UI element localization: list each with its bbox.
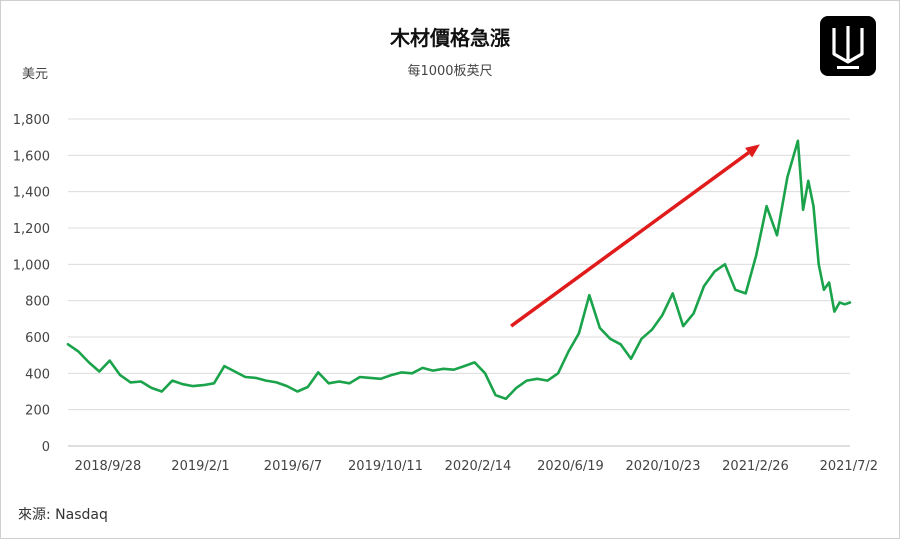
x-tick-label: 2020/6/19 bbox=[537, 459, 604, 474]
chart-subtitle: 每1000板英尺 bbox=[407, 64, 493, 79]
y-tick-label: 1,600 bbox=[13, 149, 50, 164]
y-tick-label: 1,200 bbox=[13, 222, 50, 237]
y-tick-label: 800 bbox=[25, 295, 50, 310]
y-tick-label: 0 bbox=[42, 440, 50, 455]
x-tick-label: 2021/2/26 bbox=[722, 459, 789, 474]
x-axis: 2018/9/28 2019/2/1 2019/6/7 2019/10/11 2020/… bbox=[75, 459, 878, 474]
source-note: 來源: Nasdaq bbox=[18, 507, 108, 523]
series-line bbox=[66, 139, 852, 401]
y-axis: 0 200 400 600 800 1,000 1,200 1,400 1,600 1,800 bbox=[13, 113, 50, 455]
x-tick-label: 2019/10/11 bbox=[348, 459, 423, 474]
annotations bbox=[510, 144, 760, 328]
y-tick-label: 600 bbox=[25, 331, 50, 346]
x-tick-label: 2019/2/1 bbox=[171, 459, 229, 474]
y-tick-label: 1,400 bbox=[13, 186, 50, 201]
trend-arrow-head bbox=[745, 144, 760, 158]
x-tick-label: 2019/6/7 bbox=[264, 459, 322, 474]
y-tick-label: 400 bbox=[25, 367, 50, 382]
gridlines bbox=[68, 118, 850, 447]
w-logo-icon bbox=[820, 16, 876, 76]
trend-arrow-shaft bbox=[510, 151, 750, 328]
chart-title: 木材價格急漲 bbox=[390, 26, 510, 50]
y-axis-unit: 美元 bbox=[22, 67, 48, 82]
series-area bbox=[66, 139, 852, 401]
x-tick-label: 2021/7/2 bbox=[820, 459, 878, 474]
x-tick-label: 2020/2/14 bbox=[445, 459, 512, 474]
y-tick-label: 1,800 bbox=[13, 113, 50, 128]
y-tick-label: 1,000 bbox=[13, 258, 50, 273]
x-tick-label: 2020/10/23 bbox=[626, 459, 701, 474]
x-tick-label: 2018/9/28 bbox=[75, 459, 142, 474]
y-tick-label: 200 bbox=[25, 404, 50, 419]
